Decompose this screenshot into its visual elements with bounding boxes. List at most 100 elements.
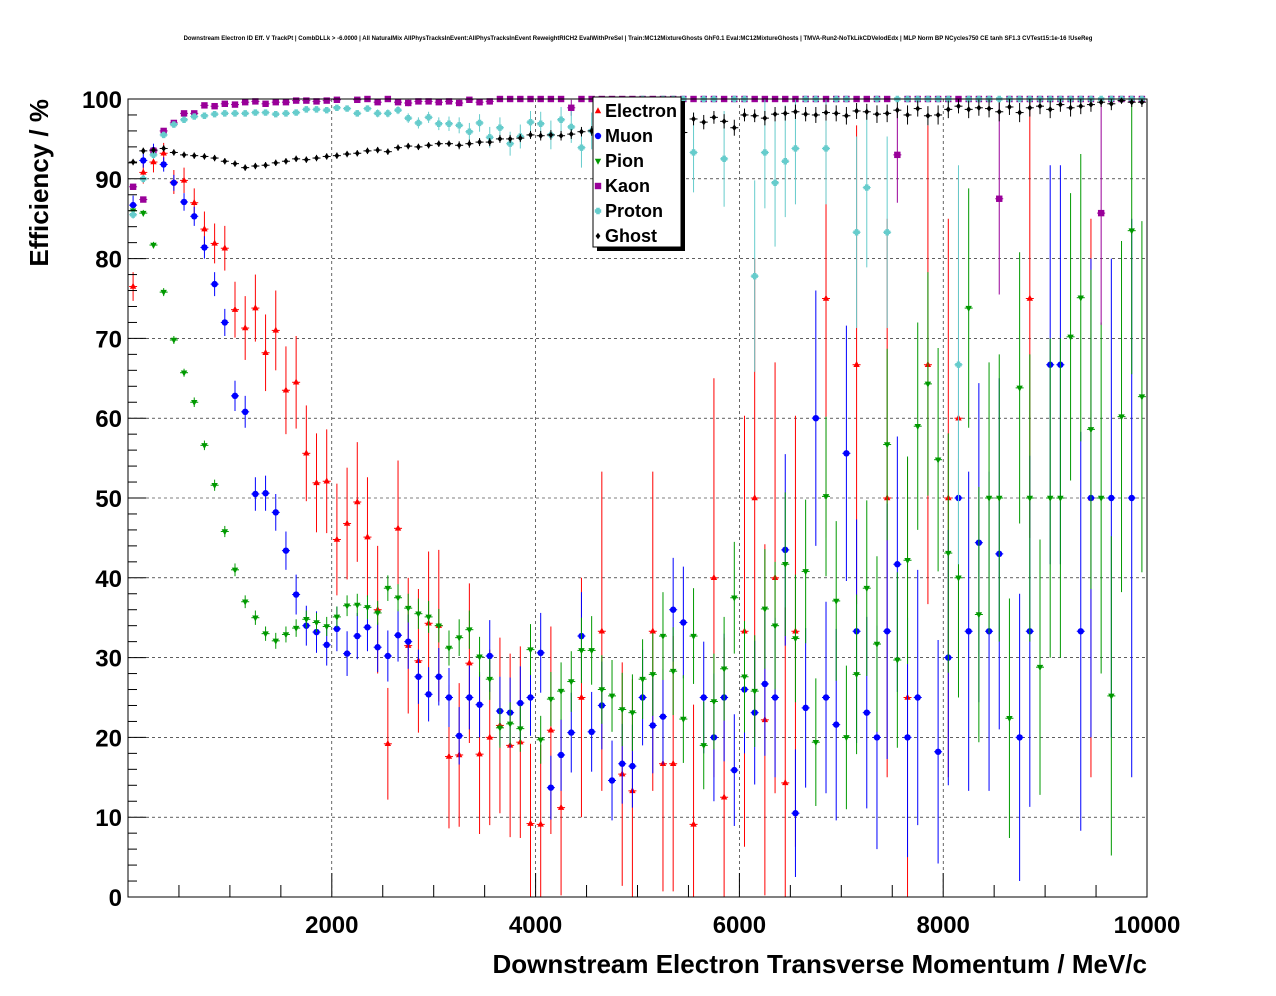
legend-entry-ghost: Ghost (595, 226, 657, 246)
data-point (466, 96, 473, 103)
data-point (925, 112, 931, 119)
data-point (354, 110, 361, 117)
data-point (160, 161, 167, 168)
data-point (374, 110, 381, 117)
series-layer (129, 95, 1146, 897)
data-point (313, 479, 320, 486)
data-point (771, 694, 779, 701)
data-point (934, 748, 942, 755)
data-point (680, 619, 687, 626)
data-point (292, 591, 300, 598)
data-point (375, 146, 381, 154)
data-point (405, 99, 412, 107)
data-point (273, 159, 279, 167)
data-point (333, 625, 341, 633)
data-point (761, 149, 769, 156)
data-point (803, 110, 809, 118)
data-point (486, 676, 493, 683)
data-point (1088, 101, 1094, 108)
data-point (180, 370, 188, 377)
data-point (863, 184, 870, 191)
data-point (659, 633, 667, 640)
data-point (476, 654, 483, 661)
data-point (731, 595, 738, 602)
data-point (394, 106, 402, 114)
legend-label: Kaon (605, 176, 650, 196)
data-point (1016, 734, 1023, 741)
data-point (833, 598, 840, 605)
data-point (455, 732, 463, 740)
chart-title: Downstream Electron ID Eff. V TrackPt | … (183, 36, 1093, 42)
data-point (731, 124, 737, 131)
data-point (1026, 495, 1034, 502)
data-point (700, 743, 707, 750)
data-point (303, 449, 310, 456)
data-point (883, 442, 891, 449)
data-point (720, 155, 728, 163)
data-point (130, 158, 136, 166)
data-point (221, 529, 229, 536)
data-point (405, 114, 412, 122)
data-point (252, 490, 259, 498)
data-point (415, 119, 422, 127)
data-point (690, 633, 697, 640)
data-point (557, 688, 565, 695)
data-point (415, 98, 422, 105)
x-tick-label: 8000 (917, 912, 970, 939)
data-point (262, 348, 269, 356)
data-point (221, 319, 229, 326)
data-point (598, 687, 606, 694)
data-point (231, 101, 239, 108)
data-point (557, 751, 565, 759)
data-point (537, 120, 544, 127)
data-point (579, 128, 584, 135)
data-point (435, 98, 442, 106)
legend-entry-muon: Muon (594, 126, 653, 146)
data-point (985, 495, 993, 502)
x-tick-label: 6000 (713, 912, 766, 939)
data-point (435, 623, 442, 630)
data-point (333, 614, 341, 621)
data-point (160, 127, 167, 135)
data-point (578, 144, 585, 151)
data-point (150, 151, 157, 159)
data-point (466, 627, 473, 634)
data-point (924, 381, 932, 388)
data-point (557, 803, 565, 810)
legend-marker (594, 132, 602, 140)
data-point (140, 196, 147, 203)
data-point (364, 533, 371, 540)
data-point (517, 134, 523, 142)
data-point (955, 575, 962, 582)
data-point (833, 110, 839, 117)
data-point (180, 110, 188, 117)
data-point (129, 282, 137, 289)
legend-label: Pion (605, 151, 644, 171)
data-point (323, 641, 330, 649)
data-point (354, 96, 361, 103)
data-point (905, 111, 910, 119)
data-point (262, 631, 269, 638)
legend-label: Muon (605, 126, 653, 146)
data-point (506, 721, 514, 728)
data-point (292, 109, 300, 116)
data-point (557, 116, 565, 123)
data-point (568, 729, 575, 736)
data-point (283, 158, 289, 165)
data-point (455, 99, 463, 107)
data-point (160, 289, 167, 296)
data-point (129, 183, 137, 190)
data-point (608, 777, 616, 784)
data-point (751, 688, 758, 695)
data-point (354, 632, 361, 640)
data-point (497, 135, 503, 143)
data-point (466, 659, 473, 666)
data-point (426, 142, 432, 149)
y-tick-label: 0 (109, 885, 122, 912)
data-point (537, 649, 544, 657)
data-point (853, 360, 860, 367)
data-point (242, 164, 248, 171)
data-point (629, 762, 636, 770)
data-point (506, 140, 514, 147)
